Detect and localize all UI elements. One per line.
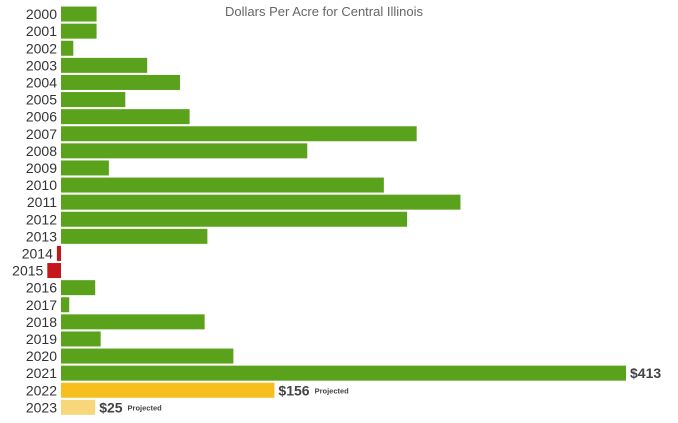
y-tick-label-2011: 2011 [27, 194, 57, 210]
bar-2005 [61, 92, 126, 108]
y-tick-label-2008: 2008 [26, 143, 57, 159]
bar-2022 [61, 382, 275, 398]
bar-2018 [61, 314, 205, 330]
bar-2023 [61, 399, 96, 415]
data-label-2023: $25 [99, 399, 123, 415]
y-tick-label-2005: 2005 [26, 92, 57, 108]
y-tick-label-2016: 2016 [26, 280, 57, 296]
y-tick-label-2021: 2021 [26, 365, 57, 381]
bar-2014 [56, 245, 61, 261]
bar-2007 [61, 126, 417, 142]
bar-2010 [61, 177, 384, 193]
y-tick-label-2003: 2003 [26, 57, 57, 73]
y-tick-label-2004: 2004 [26, 74, 57, 90]
bar-2006 [61, 109, 190, 125]
bar-2001 [61, 23, 97, 39]
chart-title: Dollars Per Acre for Central Illinois [225, 4, 423, 19]
y-tick-label-2006: 2006 [26, 109, 57, 125]
y-tick-label-2002: 2002 [26, 40, 57, 56]
y-tick-label-2014: 2014 [22, 245, 53, 261]
y-tick-label-2019: 2019 [26, 331, 57, 347]
y-tick-label-2015: 2015 [12, 263, 43, 279]
y-tick-label-2010: 2010 [26, 177, 57, 193]
bars-group [47, 6, 626, 415]
bar-2011 [61, 194, 461, 210]
data-note-2022: Projected [315, 386, 350, 395]
bar-2008 [61, 143, 308, 159]
bar-2002 [61, 40, 74, 56]
bar-2021 [61, 365, 626, 381]
bar-2020 [61, 348, 234, 364]
y-tick-label-2009: 2009 [26, 160, 57, 176]
y-tick-label-2023: 2023 [26, 399, 57, 415]
y-tick-label-2018: 2018 [26, 314, 57, 330]
bar-2009 [61, 160, 109, 176]
data-labels: $413 $156 Projected $25 Projected [99, 365, 661, 415]
bar-2013 [61, 228, 208, 244]
data-label-2022: $156 [278, 382, 309, 398]
bar-2004 [61, 74, 181, 90]
y-tick-label-2001: 2001 [26, 23, 57, 39]
y-tick-label-2007: 2007 [26, 126, 57, 142]
bar-2012 [61, 211, 408, 227]
bar-2000 [61, 6, 97, 22]
y-tick-label-2017: 2017 [26, 297, 57, 313]
y-tick-label-2012: 2012 [26, 211, 57, 227]
data-label-2021: $413 [630, 365, 661, 381]
bar-2017 [61, 297, 70, 313]
y-tick-label-2000: 2000 [26, 6, 57, 22]
bar-2016 [61, 280, 96, 296]
bar-2019 [61, 331, 101, 347]
y-tick-label-2022: 2022 [26, 382, 57, 398]
bar-2003 [61, 57, 148, 73]
y-tick-label-2020: 2020 [26, 348, 57, 364]
data-note-2023: Projected [128, 403, 163, 412]
y-tick-label-2013: 2013 [26, 228, 57, 244]
bar-2015 [47, 263, 61, 279]
